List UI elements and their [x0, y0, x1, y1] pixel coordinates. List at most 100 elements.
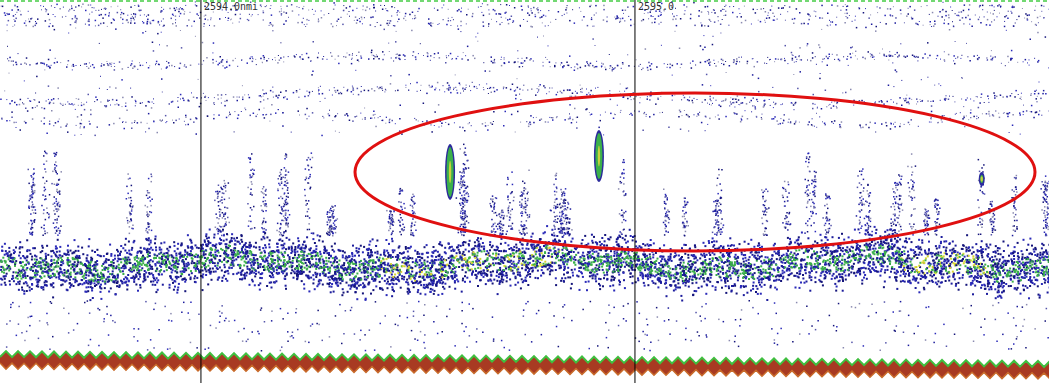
speckle: [767, 15, 768, 16]
speckle: [933, 25, 935, 27]
speckle: [156, 61, 158, 63]
speckle: [63, 7, 64, 8]
speckle: [531, 12, 533, 14]
speckle: [765, 22, 766, 23]
speckle: [385, 8, 386, 9]
speckle: [720, 106, 722, 108]
speckle: [837, 102, 839, 104]
speckle: [226, 100, 228, 102]
speckle: [575, 91, 576, 92]
speckle: [261, 6, 262, 7]
speckle: [441, 123, 442, 124]
speckle: [491, 92, 493, 94]
speckle: [963, 10, 965, 12]
speckle: [566, 13, 567, 14]
speckle: [126, 20, 128, 22]
speckle: [205, 15, 207, 17]
speckle: [799, 47, 801, 49]
speckle: [533, 7, 535, 9]
speckle: [460, 11, 462, 13]
speckle: [614, 68, 615, 69]
speckle: [979, 17, 980, 18]
speckle: [485, 70, 487, 72]
speckle: [624, 91, 625, 92]
speckle: [710, 98, 712, 100]
speckle: [439, 127, 440, 128]
speckle: [399, 12, 400, 13]
speckle: [595, 88, 596, 89]
speckle: [297, 22, 299, 24]
speckle: [413, 51, 415, 53]
speckle: [351, 59, 352, 60]
speckle: [1020, 134, 1021, 135]
speckle: [848, 65, 849, 66]
speckle: [906, 15, 908, 17]
speckle: [90, 66, 91, 67]
speckle: [467, 59, 469, 61]
speckle: [81, 120, 82, 121]
speckle: [191, 26, 192, 27]
speckle: [542, 22, 543, 23]
speckle: [916, 98, 918, 100]
speckle: [837, 5, 839, 7]
speckle: [990, 59, 992, 61]
speckle: [2, 119, 3, 120]
speckle: [884, 15, 886, 17]
speckle: [33, 26, 35, 28]
speckle: [318, 19, 319, 20]
speckle: [857, 59, 858, 60]
speckle: [131, 96, 133, 98]
speckle: [107, 99, 108, 100]
speckle: [890, 128, 892, 130]
speckle: [336, 20, 338, 22]
speckle: [725, 116, 727, 118]
speckle: [481, 12, 482, 13]
speckle: [405, 59, 406, 60]
speckle: [755, 106, 757, 108]
speckle: [592, 38, 594, 40]
speckle: [817, 107, 818, 108]
speckle: [105, 14, 107, 16]
speckle: [397, 12, 398, 13]
speckle: [605, 67, 606, 68]
speckle: [815, 104, 816, 105]
speckle: [894, 126, 896, 128]
speckle: [400, 105, 402, 107]
speckle: [986, 24, 988, 26]
speckle: [428, 18, 430, 20]
speckle: [515, 94, 517, 96]
speckle: [713, 98, 714, 99]
speckle: [1001, 63, 1002, 64]
speckle: [736, 101, 738, 103]
speckle: [860, 126, 861, 127]
speckle: [7, 58, 8, 59]
speckle: [705, 6, 707, 8]
speckle: [567, 65, 568, 66]
speckle: [959, 12, 960, 13]
speckle: [906, 95, 907, 96]
speckle: [146, 62, 147, 63]
speckle: [921, 79, 922, 80]
speckle: [95, 10, 96, 11]
speckle: [179, 119, 180, 120]
speckle: [895, 69, 897, 71]
speckle: [283, 97, 285, 99]
speckle: [51, 99, 53, 101]
speckle: [456, 90, 457, 91]
speckle: [446, 88, 448, 90]
speckle: [446, 24, 448, 26]
speckle: [382, 59, 384, 61]
speckle: [166, 61, 167, 62]
speckle: [67, 64, 68, 65]
speckle: [74, 135, 75, 136]
speckle: [417, 11, 418, 12]
speckle: [214, 114, 215, 115]
speckle: [903, 98, 904, 99]
speckle: [991, 21, 992, 22]
speckle: [269, 121, 270, 122]
speckle: [504, 57, 505, 58]
speckle: [961, 77, 962, 78]
speckle: [1011, 50, 1013, 52]
speckle: [335, 131, 336, 132]
speckle: [426, 120, 428, 122]
